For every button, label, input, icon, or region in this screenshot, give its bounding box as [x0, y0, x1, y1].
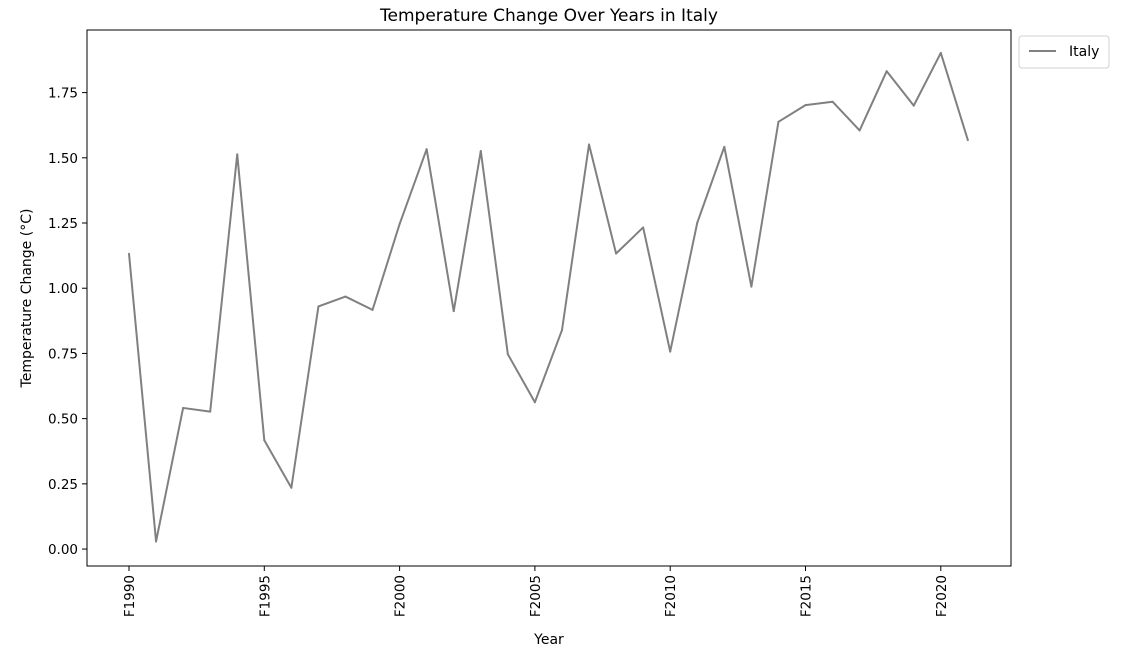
series-line-italy [128, 51, 969, 543]
data-point [939, 51, 942, 54]
y-tick-label: 0.25 [48, 477, 78, 493]
data-point [560, 329, 563, 332]
x-axis: F1990 F1995 F2000 F2005 F2010 F2015 F2020 [122, 566, 950, 617]
data-point [912, 104, 915, 107]
data-point [723, 145, 726, 148]
plot-area [86, 29, 1012, 567]
data-point [236, 153, 239, 156]
data-point [128, 252, 130, 255]
data-point [885, 70, 888, 73]
data-point [317, 305, 320, 308]
data-point [696, 221, 699, 224]
y-tick-label: 0.50 [48, 412, 78, 428]
data-point [777, 120, 780, 123]
y-tick-label: 1.25 [48, 216, 78, 232]
data-point [452, 310, 455, 313]
x-tick-label: F2020 [934, 575, 950, 617]
x-tick-label: F2015 [799, 575, 815, 617]
chart-title: Temperature Change Over Years in Italy [379, 6, 718, 26]
plot-frame [86, 29, 1012, 567]
data-point [344, 295, 347, 298]
data-point [588, 143, 591, 146]
data-point [290, 486, 293, 489]
x-tick-label: F2010 [663, 575, 679, 617]
data-point [750, 285, 753, 288]
data-point [425, 148, 428, 151]
y-tick-label: 0.00 [48, 542, 78, 558]
x-tick-label: F2000 [393, 575, 409, 617]
data-point [263, 439, 266, 442]
data-point [858, 129, 861, 132]
y-tick-label: 1.00 [48, 281, 78, 297]
legend: Italy [1018, 35, 1110, 69]
data-point [182, 406, 185, 409]
legend-frame [1018, 35, 1110, 69]
legend-label: Italy [1069, 44, 1099, 60]
data-point [615, 252, 618, 255]
data-point [804, 104, 807, 107]
data-point [642, 226, 645, 229]
data-point [398, 223, 401, 226]
data-point [479, 150, 482, 153]
data-point [669, 350, 672, 353]
y-tick-label: 1.75 [48, 86, 78, 102]
x-tick-label: F2005 [528, 575, 544, 617]
y-tick-label: 0.75 [48, 346, 78, 362]
data-point [533, 401, 536, 404]
data-point [155, 540, 158, 543]
x-tick-label: F1990 [122, 575, 138, 617]
data-point [371, 308, 374, 311]
x-axis-label: Year [533, 632, 564, 647]
data-point [831, 100, 834, 103]
y-axis: 0.00 0.25 0.50 0.75 1.00 1.25 1.50 1.75 [48, 86, 87, 558]
y-tick-label: 1.50 [48, 151, 78, 167]
y-axis-label: Temperature Change (°C) [19, 209, 35, 389]
data-point [966, 139, 969, 142]
x-tick-label: F1995 [257, 575, 273, 617]
data-point [209, 410, 212, 413]
data-point [506, 353, 509, 356]
